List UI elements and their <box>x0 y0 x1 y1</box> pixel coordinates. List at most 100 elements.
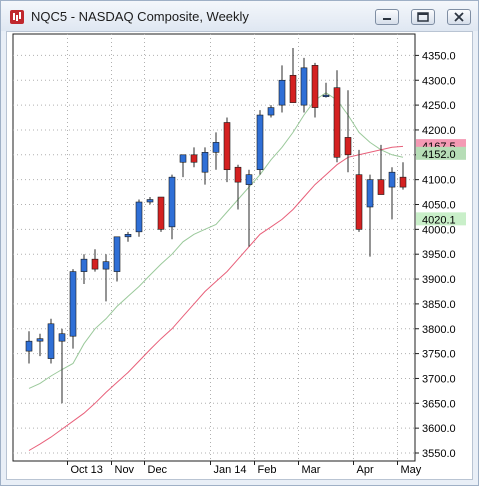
x-tick-label: Feb <box>258 464 277 476</box>
candle <box>69 269 77 349</box>
price-tag-ma-fast-low-label: 4020.1 <box>422 214 456 226</box>
candle-body <box>267 107 275 116</box>
candle <box>47 318 55 364</box>
candle-body <box>113 236 121 272</box>
minimize-button[interactable] <box>375 9 399 25</box>
minimize-icon <box>383 18 391 20</box>
candle <box>245 169 253 247</box>
candle-body <box>278 79 286 106</box>
candle <box>256 110 264 175</box>
candle <box>190 147 198 168</box>
candle <box>146 197 154 205</box>
candle <box>311 62 319 118</box>
candle <box>91 249 99 272</box>
candle <box>179 154 187 178</box>
candle <box>157 196 165 232</box>
candle-body <box>25 340 33 352</box>
x-tick-label: Dec <box>148 464 168 476</box>
y-tick-label: 3850.0 <box>422 299 456 311</box>
restore-icon <box>417 12 429 22</box>
candle-body <box>355 174 363 230</box>
candle-body <box>234 166 242 183</box>
candle <box>267 105 275 118</box>
candle <box>388 167 396 220</box>
candle <box>80 254 88 285</box>
y-tick-label: 3750.0 <box>422 349 456 361</box>
candle-body <box>168 176 176 228</box>
chart-area: 3550.0 3600.0 3650.0 3700.0 3750.0 3800.0 3850… <box>6 31 473 480</box>
y-tick-label: 4100.0 <box>422 175 456 187</box>
close-button[interactable] <box>447 9 471 25</box>
y-tick-label: 4300.0 <box>422 75 456 87</box>
plot-area <box>12 33 416 462</box>
candle <box>102 254 110 302</box>
candle-body <box>201 152 209 173</box>
candle-body <box>135 201 143 233</box>
title-bar[interactable]: NQC5 - NASDAQ Composite, Weekly <box>1 1 478 31</box>
y-tick-label: 4000.0 <box>422 224 456 236</box>
x-tick-label: Jan 14 <box>214 464 247 476</box>
candle <box>201 147 209 185</box>
y-tick-label: 3800.0 <box>422 324 456 336</box>
candle-body <box>36 338 44 342</box>
candle-body <box>157 196 165 230</box>
candlestick-chart: 3550.0 3600.0 3650.0 3700.0 3750.0 3800.0 3850… <box>7 32 472 479</box>
moving-average-slow-line <box>28 145 404 451</box>
y-tick-label: 3550.0 <box>422 448 456 460</box>
x-tick-label: Mar <box>302 464 321 476</box>
candle-body <box>91 258 99 270</box>
candle-body <box>311 65 319 108</box>
y-tick-label: 3600.0 <box>422 423 456 435</box>
candle-body <box>333 87 341 158</box>
y-tick-label: 4350.0 <box>422 50 456 62</box>
candle-body <box>124 234 132 238</box>
candle <box>234 164 242 210</box>
candle <box>278 65 286 113</box>
y-tick-label: 3650.0 <box>422 398 456 410</box>
candle <box>355 149 363 232</box>
candle-body <box>388 171 396 188</box>
y-tick-label: 3900.0 <box>422 274 456 286</box>
candle-body <box>322 94 330 97</box>
candle-body <box>223 122 231 171</box>
candle-body <box>102 261 110 270</box>
price-tag-ma-fast-label: 4152.0 <box>422 149 456 161</box>
y-tick-label: 4200.0 <box>422 125 456 137</box>
price-tag-ma-fast: 4152.0 <box>416 146 466 161</box>
candle-body <box>245 174 253 185</box>
candle <box>25 331 33 364</box>
candle <box>366 174 374 257</box>
y-tick-label: 3700.0 <box>422 373 456 385</box>
candle <box>124 231 132 242</box>
candle <box>223 117 231 183</box>
candle-body <box>344 137 352 156</box>
price-tag-ma-fast-low: 4020.1 <box>416 212 466 226</box>
window-title: NQC5 - NASDAQ Composite, Weekly <box>31 9 249 24</box>
candle-body <box>58 333 66 342</box>
candlestick-app-icon <box>10 10 24 24</box>
candle <box>333 70 341 163</box>
candle-body <box>212 142 220 153</box>
candle <box>300 57 308 113</box>
candle <box>399 162 407 190</box>
restore-button[interactable] <box>411 9 435 25</box>
candle <box>58 328 66 404</box>
candle-body <box>69 271 77 337</box>
candle <box>36 333 44 357</box>
y-tick-label: 4050.0 <box>422 200 456 212</box>
candle-body <box>289 74 297 103</box>
candle-body <box>366 179 374 208</box>
x-tick-label: May <box>401 464 422 476</box>
candle <box>212 132 220 170</box>
candle <box>377 144 385 195</box>
candle-body <box>256 114 264 171</box>
y-tick-label: 4250.0 <box>422 100 456 112</box>
candle <box>168 174 176 240</box>
x-tick-label: Nov <box>115 464 135 476</box>
x-tick-label: Oct 13 <box>71 464 103 476</box>
y-tick-label: 3950.0 <box>422 249 456 261</box>
moving-average-fast-line <box>28 92 404 389</box>
x-tick-label: Apr <box>357 464 374 476</box>
candle-body <box>300 67 308 106</box>
